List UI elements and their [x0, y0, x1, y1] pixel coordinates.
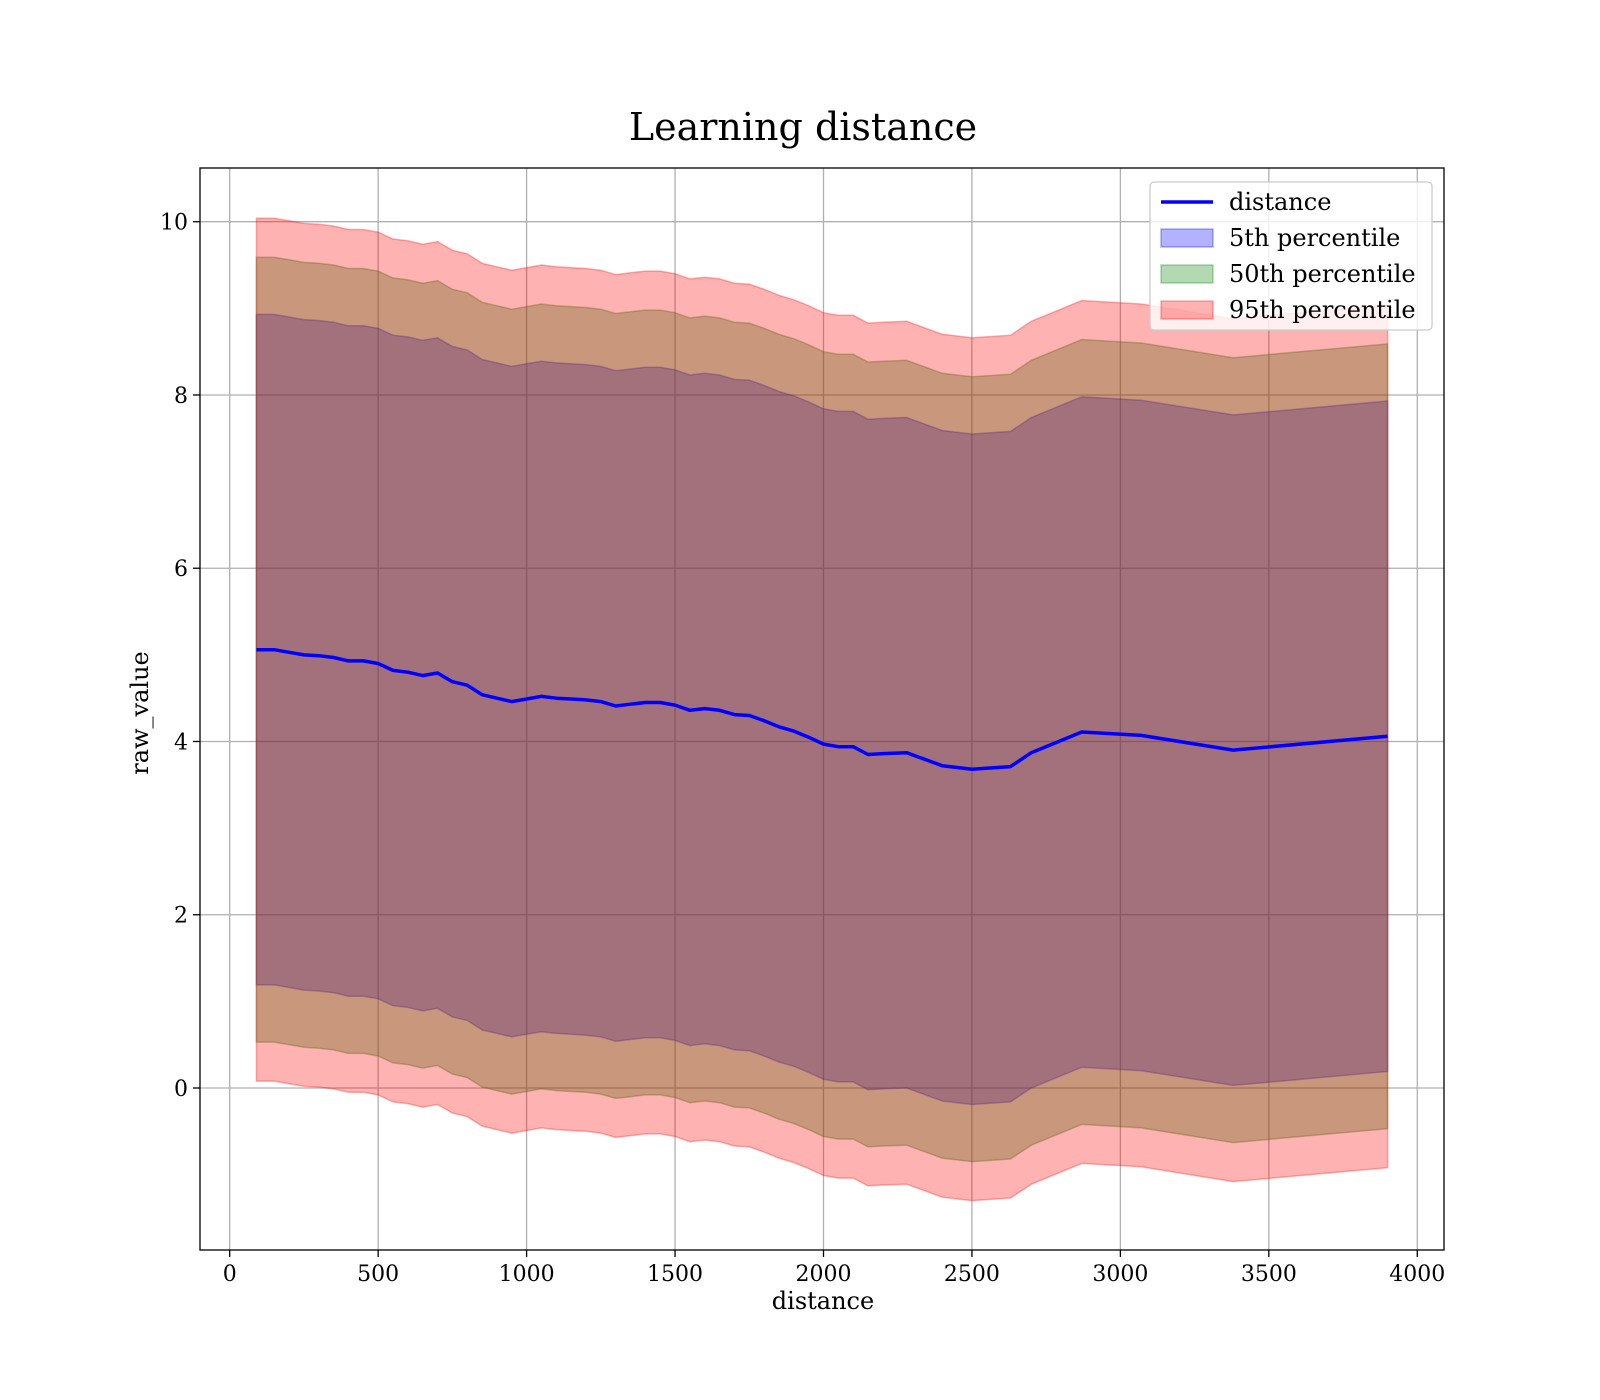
x-tick-label: 0 — [223, 1262, 237, 1287]
x-axis-label: distance — [772, 1287, 874, 1315]
y-axis-ticks: 0 2 4 6 8 10 — [160, 211, 200, 1102]
band-50th-percentile — [255, 256, 1389, 1163]
percentile-bands — [255, 217, 1389, 1202]
x-tick-label: 4000 — [1389, 1262, 1445, 1287]
legend-label: distance — [1229, 188, 1331, 216]
x-axis-ticks: 0 500 1000 1500 2000 2500 3000 3500 4000 — [223, 1250, 1445, 1287]
x-tick-label: 1000 — [499, 1262, 555, 1287]
legend-swatch-50th-percentile — [1160, 264, 1214, 284]
legend-swatch-5th-percentile — [1160, 228, 1214, 248]
x-tick-label: 2000 — [795, 1262, 851, 1287]
x-tick-label: 3000 — [1092, 1262, 1148, 1287]
x-tick-label: 2500 — [944, 1262, 1000, 1287]
series-lines — [256, 647, 1388, 771]
y-tick-label: 2 — [174, 904, 188, 929]
x-tick-label: 3500 — [1241, 1262, 1297, 1287]
y-tick-label: 8 — [174, 384, 188, 409]
legend-label: 5th percentile — [1229, 224, 1400, 252]
x-tick-label: 1500 — [647, 1262, 703, 1287]
y-tick-label: 10 — [160, 211, 188, 236]
legend-label: 50th percentile — [1229, 260, 1416, 288]
legend-box — [1149, 181, 1433, 331]
legend: distance 5th percentile 50th percentile 95t… — [1149, 181, 1433, 331]
grid — [200, 168, 1444, 1250]
y-tick-label: 6 — [174, 557, 188, 582]
y-tick-label: 0 — [174, 1077, 188, 1102]
legend-swatch-95th-percentile — [1160, 300, 1214, 320]
y-tick-label: 4 — [174, 730, 188, 755]
band-5th-percentile — [255, 313, 1389, 1106]
legend-label: 95th percentile — [1229, 296, 1416, 324]
x-tick-label: 500 — [357, 1262, 399, 1287]
band-95th-percentile — [255, 217, 1389, 1202]
series-line-distance — [256, 647, 1388, 771]
plot-frame — [199, 167, 1445, 1251]
chart-title: Learning distance — [629, 105, 977, 149]
y-axis-label: raw_value — [126, 651, 154, 775]
